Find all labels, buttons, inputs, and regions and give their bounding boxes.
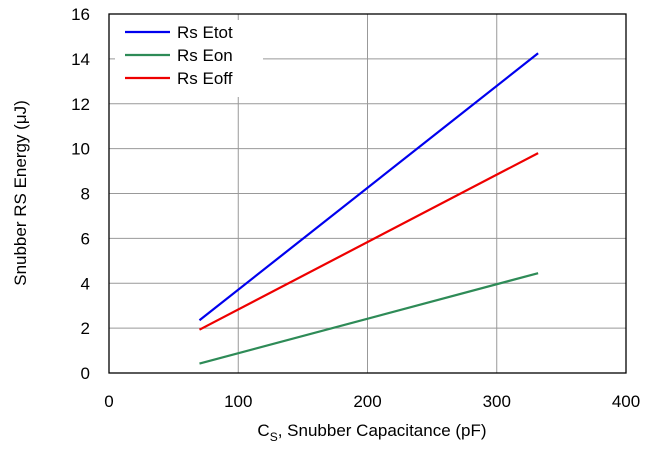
x-tick-label: 100 xyxy=(224,392,252,411)
series-line-rs-eoff xyxy=(198,152,539,331)
x-tick-label: 0 xyxy=(104,392,113,411)
y-tick-label: 12 xyxy=(71,95,90,114)
legend-label: Rs Eoff xyxy=(177,69,233,88)
x-axis-label-main: C xyxy=(257,421,269,440)
y-tick-label: 10 xyxy=(71,140,90,159)
legend-label: Rs Etot xyxy=(177,23,233,42)
y-tick-label: 2 xyxy=(81,319,90,338)
x-tick-label: 300 xyxy=(483,392,511,411)
y-axis-label: Snubber RS Energy (μJ) xyxy=(11,100,30,286)
series-lines xyxy=(198,52,539,365)
y-tick-label: 16 xyxy=(71,5,90,24)
y-tick-labels: 0 2 4 6 8 10 12 14 16 xyxy=(71,5,90,383)
series-line-rs-eon xyxy=(199,272,539,365)
series-line-rs-etot xyxy=(198,52,539,322)
x-axis-label: CS, Snubber Capacitance (pF) xyxy=(257,421,486,444)
y-tick-label: 6 xyxy=(81,229,90,248)
legend-label: Rs Eon xyxy=(177,46,233,65)
x-axis-label-subscript: S xyxy=(270,430,278,444)
plot-frame xyxy=(108,13,627,374)
y-tick-label: 4 xyxy=(81,274,90,293)
x-tick-label: 400 xyxy=(612,392,640,411)
y-tick-label: 0 xyxy=(81,364,90,383)
x-tick-labels: 0 100 200 300 400 xyxy=(104,392,640,411)
grid xyxy=(109,14,626,373)
x-tick-label: 200 xyxy=(353,392,381,411)
legend: Rs Etot Rs Eon Rs Eoff xyxy=(115,20,263,97)
y-tick-label: 14 xyxy=(71,50,90,69)
x-axis-label-rest: , Snubber Capacitance (pF) xyxy=(278,421,487,440)
y-tick-label: 8 xyxy=(81,185,90,204)
